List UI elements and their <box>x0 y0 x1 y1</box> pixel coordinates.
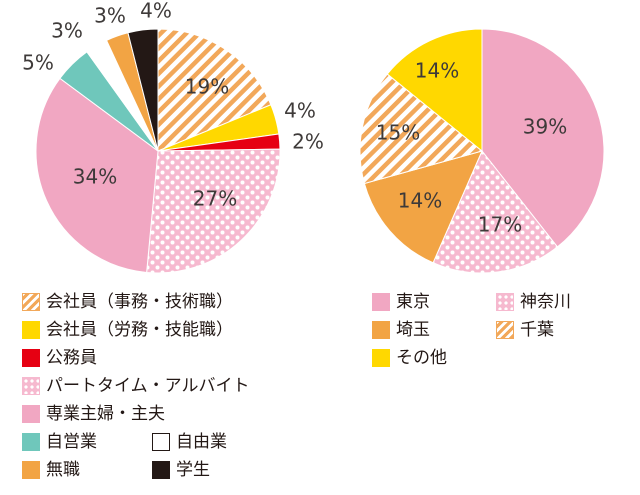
pie-label-2-4: 15% <box>376 121 420 145</box>
legend-label: 自由業 <box>176 432 227 452</box>
legend-occupation-item: 学生 <box>152 458 210 482</box>
pie-label-2-5: 14% <box>415 59 459 83</box>
pie-label-1-8: 3% <box>94 4 126 28</box>
legend-occupation-item: パートタイム・アルバイト <box>22 374 250 398</box>
legend-label: 埼玉 <box>396 320 430 340</box>
pie-label-1-4: 27% <box>193 187 237 211</box>
pie-slice-2-2 <box>432 150 559 274</box>
legend-label: 公務員 <box>46 348 97 368</box>
pie-label-1-2: 4% <box>284 99 316 123</box>
pie-label-2-1: 39% <box>523 115 567 139</box>
legend-swatch <box>152 461 170 479</box>
legend-residence-item: その他 <box>372 346 447 370</box>
legend-label: 千葉 <box>520 320 554 340</box>
legend-occupation-item: 会社員（事務・技術職） <box>22 290 233 314</box>
legend-occupation-item: 会社員（労務・技能職） <box>22 318 233 342</box>
legend-swatch <box>372 321 390 339</box>
pie-charts: 19% 4% 2% 27% 34% 5% 3% 3% 4% 39% 17% 14% 15% 14% <box>22 0 605 274</box>
pie-slice-2-4 <box>359 73 484 185</box>
pie-residence: 39% 17% 14% 15% 14% <box>359 28 605 274</box>
legend-swatch <box>22 321 40 339</box>
legend-swatch <box>22 461 40 479</box>
legend-residence-item: 千葉 <box>496 318 554 342</box>
legend-swatch <box>22 405 40 423</box>
legend-label: パートタイム・アルバイト <box>46 376 250 396</box>
legend-swatch <box>22 433 40 451</box>
legend-label: 学生 <box>176 460 210 480</box>
legend-swatch <box>22 377 40 395</box>
legend-label: 東京 <box>396 292 430 312</box>
legend-swatch <box>22 349 40 367</box>
pie-label-1-7: 3% <box>51 19 83 43</box>
pie-label-2-2: 17% <box>478 213 522 237</box>
legend-swatch <box>496 293 514 311</box>
legend-swatch <box>496 321 514 339</box>
pie-slice-2-1 <box>481 28 605 248</box>
legend-label: 神奈川 <box>520 292 571 312</box>
legend-occupation-item: 自営業 <box>22 430 97 454</box>
legend-label: 無職 <box>46 460 80 480</box>
legend-label: 会社員（事務・技術職） <box>46 292 233 312</box>
pie-slice-1-1 <box>157 28 272 152</box>
legend-residence-item: 東京 <box>372 290 430 314</box>
pie-slice-1-9 <box>127 28 159 152</box>
pie-slice-2-3 <box>363 150 483 264</box>
legend-occupation-item: 公務員 <box>22 346 97 370</box>
pie-label-1-9: 4% <box>140 0 172 23</box>
legend-swatch <box>152 433 170 451</box>
legend-residence-item: 埼玉 <box>372 318 430 342</box>
pie-slice-2-5 <box>386 28 483 153</box>
legend-label: 会社員（労務・技能職） <box>46 320 233 340</box>
legend-swatch <box>372 293 390 311</box>
pie-label-1-6: 5% <box>22 51 54 75</box>
legend-swatch <box>372 349 390 367</box>
legend-occupation-item: 自由業 <box>152 430 227 454</box>
legend-residence-item: 神奈川 <box>496 290 571 314</box>
legend-label: その他 <box>396 348 447 368</box>
pie-slice-1-4 <box>146 148 281 274</box>
pie-slice-1-5 <box>35 77 159 274</box>
legend-occupation-item: 専業主婦・主夫 <box>22 402 165 426</box>
legend-swatch <box>22 293 40 311</box>
legend-occupation-item: 無職 <box>22 458 80 482</box>
pie-label-1-3: 2% <box>292 130 324 154</box>
pie-label-1-5: 34% <box>73 165 117 189</box>
pie-label-1-1: 19% <box>185 75 229 99</box>
pie-label-2-3: 14% <box>398 189 442 213</box>
legend-label: 専業主婦・主夫 <box>46 404 165 424</box>
pie-occupation: 19% 4% 2% 27% 34% 5% 3% 3% 4% <box>22 0 324 274</box>
legend-label: 自営業 <box>46 432 97 452</box>
